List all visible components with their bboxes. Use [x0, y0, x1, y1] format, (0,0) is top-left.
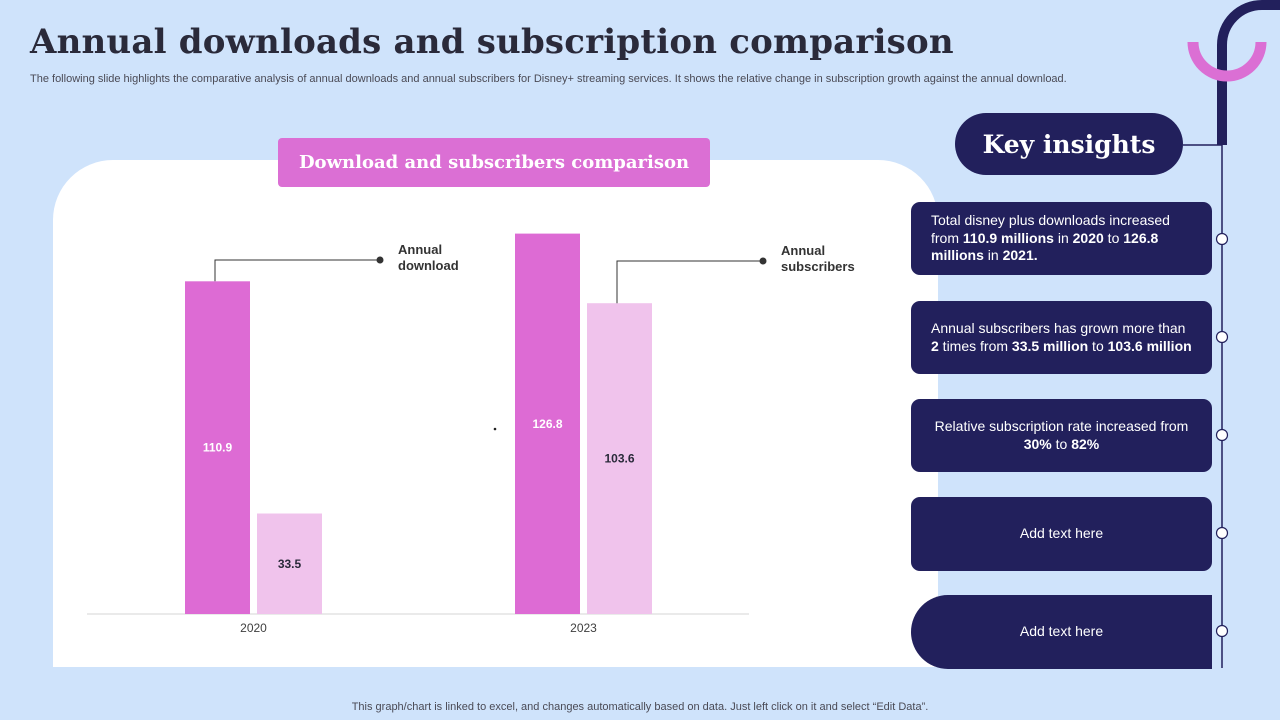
timeline-dot [1215, 428, 1229, 442]
insight-text: Add text here [1019, 525, 1104, 542]
timeline-dot [1215, 330, 1229, 344]
insight-card-subscribers: Annual subscribers has grown more than 2… [911, 301, 1212, 374]
legend-callout-line [616, 260, 763, 304]
x-tick-label: 2020 [240, 621, 267, 635]
insight-card-downloads: Total disney plus downloads increased fr… [911, 202, 1212, 275]
timeline-dot [1215, 624, 1229, 638]
insight-card-placeholder[interactable]: Add text here [911, 595, 1212, 669]
page-subtitle: The following slide highlights the compa… [30, 73, 1067, 85]
x-tick-label: 2023 [570, 621, 597, 635]
data-label: 33.5 [278, 557, 302, 571]
legend-label: Annual subscribers [781, 243, 855, 274]
pink-arc-shape [1187, 41, 1267, 82]
insight-text: Relative subscription rate increased fro… [934, 418, 1189, 452]
stray-dot [493, 427, 497, 431]
data-label: 126.8 [532, 417, 562, 431]
data-label: 110.9 [203, 441, 233, 455]
page-title: Annual downloads and subscription compar… [30, 22, 954, 62]
data-label: 103.6 [604, 452, 634, 466]
key-insights-header: Key insights [955, 113, 1183, 175]
timeline-dot [1215, 232, 1229, 246]
bar-annual-subscribers-2023 [587, 303, 652, 614]
navy-arch-shape [1217, 0, 1280, 145]
insight-text: Annual subscribers has grown more than 2… [931, 320, 1192, 354]
legend-callout-line [214, 259, 380, 282]
legend-callout-dot [376, 256, 384, 264]
insight-card-placeholder[interactable]: Add text here [911, 497, 1212, 571]
bar-annual-download-2023 [515, 233, 580, 614]
bar-annual-download-2020 [185, 281, 250, 614]
insight-card-subscription-rate: Relative subscription rate increased fro… [911, 399, 1212, 472]
chart-title: Download and subscribers comparison [278, 138, 710, 187]
insight-text: Add text here [1019, 623, 1104, 640]
timeline-dot [1215, 526, 1229, 540]
bar-annual-subscribers-2020 [257, 513, 322, 614]
legend-label: Annual download [398, 242, 459, 273]
legend-callout-dot [759, 257, 767, 265]
timeline-dots [1215, 232, 1229, 638]
footer-note: This graph/chart is linked to excel, and… [351, 701, 929, 713]
insight-text: Total disney plus downloads increased fr… [931, 212, 1170, 264]
